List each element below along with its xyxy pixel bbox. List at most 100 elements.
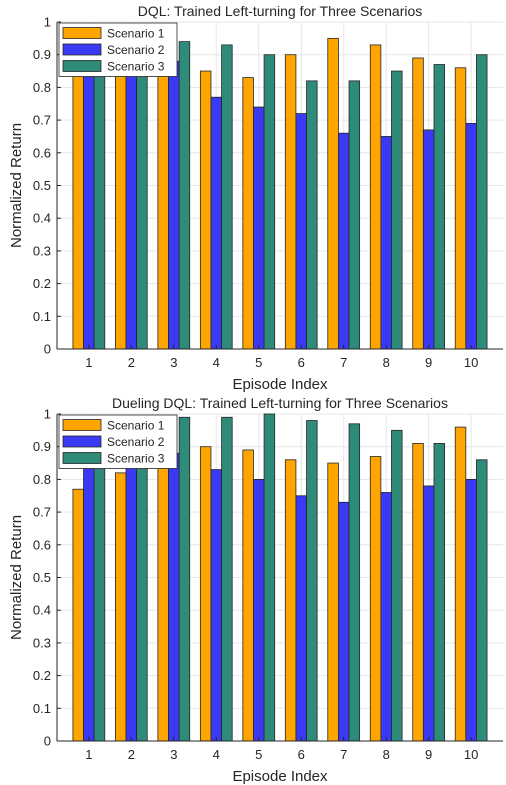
chart-1-legend-label-2: Scenario 2 (107, 43, 165, 57)
chart-1-bar-s1-ep4 (199, 70, 212, 350)
chart-1-ytick-label-2: 0.2 (33, 276, 51, 291)
chart-2-ytick-label-10: 1 (44, 407, 51, 422)
chart-2-bar-s3-ep10 (476, 459, 488, 742)
chart-1-bar-s2-ep6 (295, 113, 307, 350)
chart-2-bar-s1-ep8 (369, 456, 382, 742)
chart-2-ytick-label-3: 0.3 (33, 635, 51, 650)
chart-2-bar-s3-ep5 (263, 413, 276, 742)
chart-2-bar-s2-ep1 (83, 452, 95, 742)
chart-1-bar-s1-ep2 (115, 60, 127, 350)
chart-1-bar-s3-ep4 (221, 44, 233, 350)
chart-1-ytick-label-6: 0.6 (33, 145, 51, 160)
chart-1-ytick-label-8: 0.8 (33, 80, 51, 95)
chart-1-bar-s2-ep4 (210, 96, 222, 350)
chart-2-bar-s1-ep10 (454, 426, 467, 742)
chart-2-xtick-label-3: 3 (170, 747, 177, 762)
chart-1-bar-s3-ep3 (178, 41, 191, 350)
chart-2-bar-s3-ep6 (306, 420, 318, 742)
chart-1-xtick-label-3: 3 (170, 355, 177, 370)
chart-1-bar-s1-ep6 (284, 54, 297, 350)
chart-2-bar-s2-ep2 (125, 456, 138, 742)
chart-2-xtick-label-5: 5 (255, 747, 262, 762)
chart-1-xtick-label-6: 6 (298, 355, 305, 370)
chart-2-bar-s2-ep4 (210, 469, 222, 742)
chart-1-xtick-label-10: 10 (464, 355, 478, 370)
chart-1-ylabel: Normalized Return (8, 123, 25, 248)
chart-1: 0 0.1 0.2 0.3 0.4 0.5 0.6 0.7 0.8 0.9 1 1 2 3 4 5 6 7 8 9 10… (8, 3, 503, 393)
chart-1-bar-s1-ep8 (369, 44, 382, 350)
chart-2-xtick-label-2: 2 (128, 747, 135, 762)
chart-1-xlabel: Episode Index (232, 376, 328, 393)
chart-1-legend-swatch-3 (62, 60, 102, 72)
chart-1-bar-s3-ep6 (306, 80, 318, 350)
chart-2-legend-label-3: Scenario 3 (107, 452, 165, 466)
chart-1-ytick-label-3: 0.3 (33, 243, 51, 258)
chart-1-bar-s2-ep8 (380, 136, 392, 350)
chart-1-bar-s3-ep7 (348, 80, 361, 350)
chart-2-ytick-label-5: 0.5 (33, 570, 51, 585)
chart-2-bar-s1-ep9 (412, 443, 424, 742)
chart-2-ytick-label-8: 0.8 (33, 472, 51, 487)
chart-1-bar-s3-ep5 (263, 54, 276, 350)
chart-2-bar-s1-ep3 (157, 459, 169, 742)
chart-2-bar-s3-ep1 (93, 439, 106, 742)
chart-2-bar-s1-ep2 (115, 472, 127, 742)
chart-1-ytick-label-1: 0.1 (33, 309, 51, 324)
chart-2-bar-s3-ep2 (136, 436, 148, 742)
chart-2-bar-s1-ep7 (327, 462, 339, 742)
chart-2-ylabel: Normalized Return (8, 515, 25, 640)
chart-1-xtick-label-5: 5 (255, 355, 262, 370)
chart-2-ytick-label-0: 0 (44, 734, 51, 749)
chart-2-ytick-label-1: 0.1 (33, 701, 51, 716)
chart-1-legend: Scenario 1 Scenario 2 Scenario 3 (58, 22, 178, 77)
chart-1-xtick-label-7: 7 (340, 355, 347, 370)
chart-1-legend-label-3: Scenario 3 (107, 60, 165, 74)
chart-2-bar-s2-ep3 (168, 452, 180, 742)
chart-1-bar-s2-ep9 (422, 129, 435, 350)
chart-1-bar-s2-ep5 (253, 106, 265, 350)
chart-2-bar-s1-ep6 (284, 459, 297, 742)
chart-2-bar-s3-ep9 (433, 443, 445, 742)
chart-2-bar-s3-ep8 (391, 429, 403, 742)
chart-2-legend-swatch-2 (62, 435, 102, 448)
chart-1-xtick-label-9: 9 (425, 355, 432, 370)
chart-2-legend-label-1: Scenario 1 (107, 419, 165, 433)
chart-2-bar-s1-ep4 (199, 446, 212, 742)
chart-2-ytick-label-4: 0.4 (33, 603, 51, 618)
chart-1-ytick-label-0: 0 (44, 342, 51, 357)
chart-1-bar-s3-ep8 (391, 70, 403, 350)
chart-1-bar-s2-ep1 (83, 44, 95, 350)
chart-1-bar-s3-ep10 (476, 54, 488, 350)
chart-1-xtick-label-2: 2 (128, 355, 135, 370)
chart-1-bar-s1-ep5 (242, 77, 254, 350)
chart-2-bar-s1-ep1 (72, 488, 84, 742)
chart-2-ytick-label-2: 0.2 (33, 668, 51, 683)
chart-2-xtick-label-10: 10 (464, 747, 478, 762)
chart-1-bar-s2-ep10 (465, 122, 477, 350)
chart-1-bar-s3-ep1 (93, 44, 106, 350)
chart-1-title: DQL: Trained Left-turning for Three Scen… (138, 3, 423, 19)
chart-1-xtick-label-8: 8 (383, 355, 390, 370)
chart-2-legend-swatch-3 (62, 452, 102, 464)
chart-2-xtick-label-4: 4 (213, 747, 220, 762)
chart-2-bar-s3-ep3 (178, 416, 191, 742)
chart-1-bar-s1-ep1 (72, 51, 84, 350)
chart-1-legend-label-1: Scenario 1 (107, 27, 165, 41)
chart-1-ytick-label-9: 0.9 (33, 47, 51, 62)
chart-1-legend-swatch-1 (62, 27, 102, 39)
chart-1-bar-s1-ep9 (412, 57, 424, 350)
chart-2-xlabel: Episode Index (232, 768, 328, 785)
chart-1-ytick-label-10: 1 (44, 15, 51, 30)
chart-2-bar-s2-ep6 (295, 495, 307, 742)
chart-2-title: Dueling DQL: Trained Left-turning for Th… (112, 395, 448, 411)
chart-1-bar-s1-ep3 (157, 64, 169, 350)
chart-2-xtick-label-7: 7 (340, 747, 347, 762)
chart-1-bar-s2-ep2 (125, 54, 138, 350)
chart-1-bar-s2-ep3 (168, 60, 180, 350)
chart-2-xtick-label-1: 1 (85, 747, 92, 762)
chart-2-bar-s3-ep7 (348, 423, 361, 742)
chart-2-bar-s2-ep9 (422, 485, 435, 742)
chart-2-bar-s1-ep5 (242, 449, 254, 742)
chart-1-ytick-label-4: 0.4 (33, 211, 51, 226)
